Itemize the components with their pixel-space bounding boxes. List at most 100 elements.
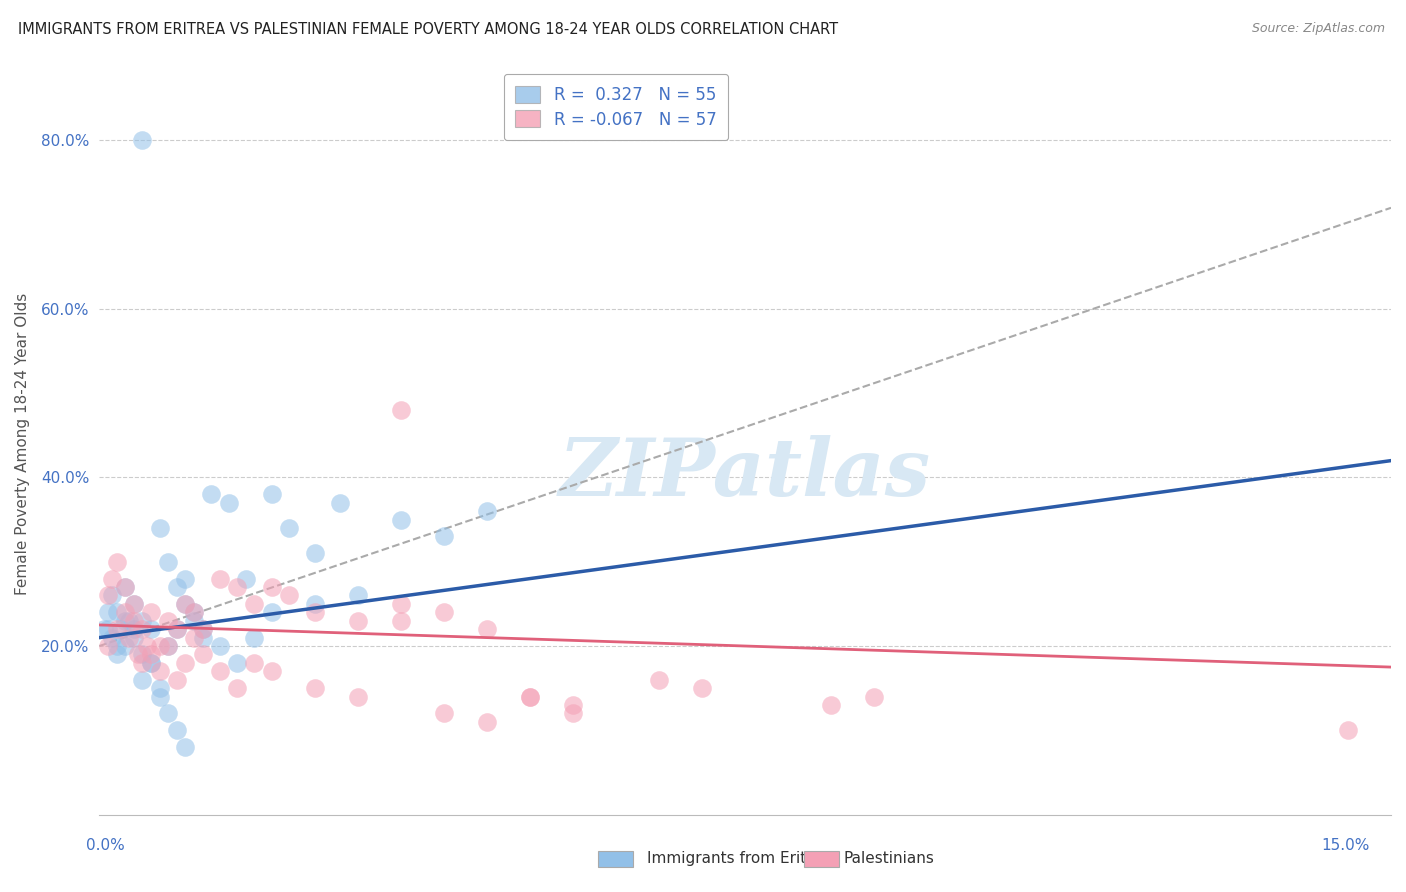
Point [863, 690, 886, 704]
Text: Immigrants from Eritrea: Immigrants from Eritrea [647, 851, 831, 865]
Point [200, 487, 222, 501]
Point [519, 690, 541, 704]
Point [122, 614, 145, 628]
Point [475, 622, 498, 636]
Point [166, 673, 188, 687]
Point [191, 631, 214, 645]
Point [191, 622, 214, 636]
Point [561, 706, 583, 721]
Point [131, 133, 153, 147]
Point [183, 605, 205, 619]
Point [475, 504, 498, 518]
Point [105, 605, 128, 619]
Point [157, 706, 180, 721]
Point [389, 403, 412, 417]
Point [127, 648, 149, 662]
Point [260, 580, 283, 594]
Point [139, 648, 162, 662]
Point [139, 656, 162, 670]
Point [433, 605, 456, 619]
Point [101, 572, 124, 586]
Point [114, 614, 136, 628]
Point [235, 572, 257, 586]
Point [149, 665, 172, 679]
Point [110, 622, 132, 636]
Point [226, 656, 249, 670]
Point [243, 656, 266, 670]
Point [166, 580, 188, 594]
Point [114, 639, 136, 653]
Point [157, 614, 180, 628]
Point [277, 589, 299, 603]
Point [191, 622, 214, 636]
Point [157, 555, 180, 569]
Point [149, 521, 172, 535]
Point [346, 614, 368, 628]
Point [139, 656, 162, 670]
Point [183, 605, 205, 619]
Point [304, 546, 326, 560]
Point [166, 622, 188, 636]
Point [93, 622, 115, 636]
Point [105, 648, 128, 662]
Point [329, 496, 352, 510]
Point [260, 665, 283, 679]
Point [131, 656, 153, 670]
Point [243, 631, 266, 645]
Point [166, 723, 188, 738]
Point [174, 740, 197, 755]
Point [114, 605, 136, 619]
Point [174, 597, 197, 611]
Point [149, 639, 172, 653]
Point [101, 589, 124, 603]
Point [131, 673, 153, 687]
Text: ZIPatlas: ZIPatlas [560, 434, 931, 512]
Point [174, 572, 197, 586]
Text: Source: ZipAtlas.com: Source: ZipAtlas.com [1251, 22, 1385, 36]
Point [208, 572, 231, 586]
Point [149, 690, 172, 704]
Point [260, 605, 283, 619]
Point [105, 639, 128, 653]
Point [157, 639, 180, 653]
Point [174, 597, 197, 611]
Point [114, 580, 136, 594]
Point [97, 622, 120, 636]
Point [131, 622, 153, 636]
Legend: R =  0.327   N = 55, R = -0.067   N = 57: R = 0.327 N = 55, R = -0.067 N = 57 [503, 74, 728, 140]
Point [183, 614, 205, 628]
Point [101, 631, 124, 645]
Point [139, 605, 162, 619]
Point [118, 631, 141, 645]
Point [648, 673, 671, 687]
Point [218, 496, 240, 510]
Point [105, 555, 128, 569]
Point [519, 690, 541, 704]
Point [690, 681, 713, 695]
Point [433, 529, 456, 543]
Point [131, 614, 153, 628]
Text: 0.0%: 0.0% [86, 838, 125, 853]
Text: 15.0%: 15.0% [1322, 838, 1369, 853]
Point [131, 648, 153, 662]
Point [304, 605, 326, 619]
Point [346, 589, 368, 603]
Point [191, 648, 214, 662]
Point [122, 631, 145, 645]
Point [389, 597, 412, 611]
Point [226, 681, 249, 695]
Point [122, 597, 145, 611]
Point [122, 597, 145, 611]
Point [243, 597, 266, 611]
Point [183, 631, 205, 645]
Point [149, 681, 172, 695]
Point [174, 656, 197, 670]
Point [139, 622, 162, 636]
Point [1337, 723, 1360, 738]
Point [97, 589, 120, 603]
Point [105, 622, 128, 636]
Y-axis label: Female Poverty Among 18-24 Year Olds: Female Poverty Among 18-24 Year Olds [15, 293, 30, 595]
Text: Palestinians: Palestinians [844, 851, 935, 865]
Point [166, 622, 188, 636]
Point [118, 614, 141, 628]
